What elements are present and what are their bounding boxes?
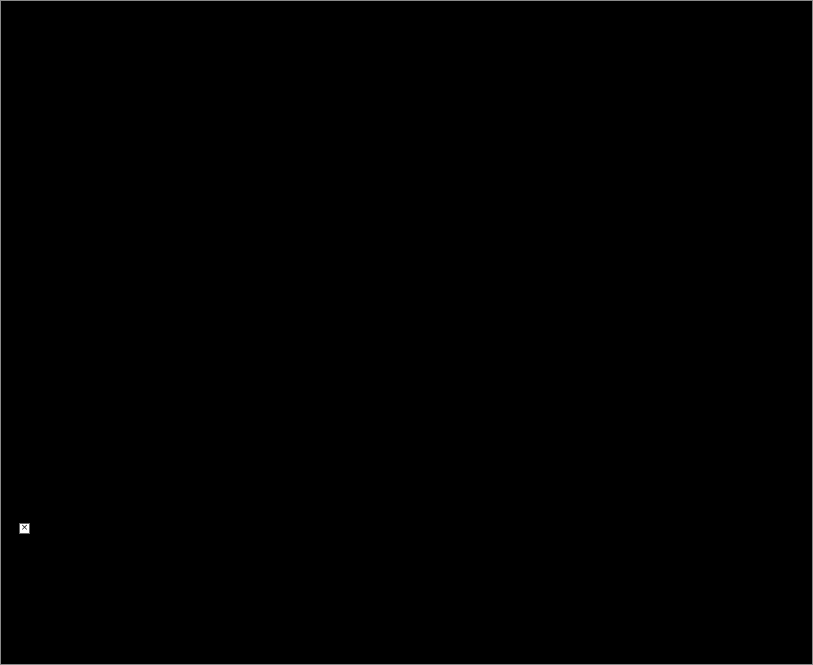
macd-collapse-checkbox[interactable]: × (19, 523, 30, 534)
price-chart-canvas[interactable] (1, 15, 813, 517)
macd-indicator-header: × (19, 523, 34, 534)
macd-indicator-canvas[interactable] (1, 517, 813, 665)
chart-header (1, 1, 812, 15)
